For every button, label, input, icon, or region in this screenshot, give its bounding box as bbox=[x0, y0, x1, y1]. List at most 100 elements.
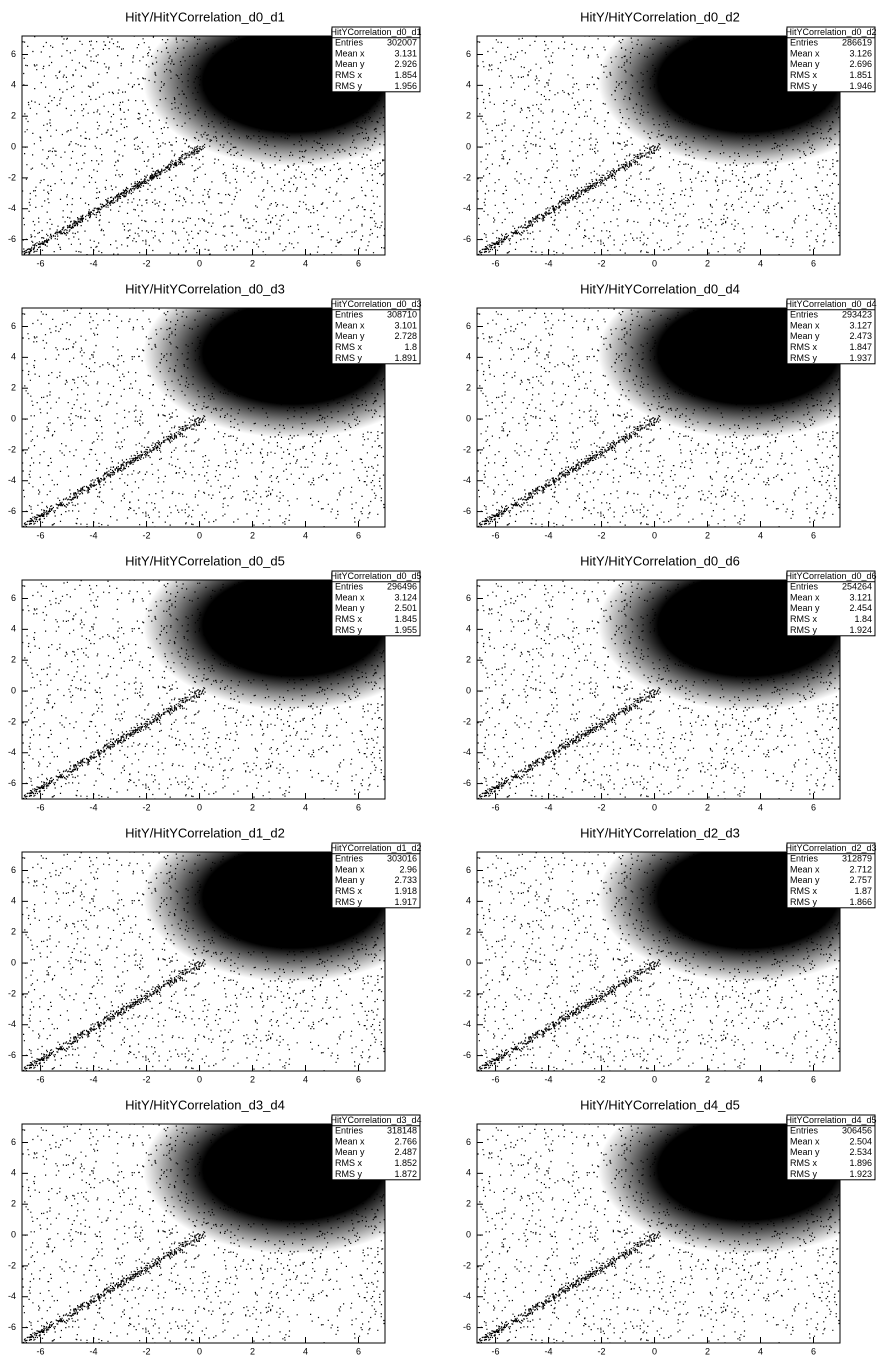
y-tick-label: 0 bbox=[466, 413, 471, 423]
x-tick-label: -6 bbox=[492, 802, 500, 812]
x-tick-label: -4 bbox=[90, 802, 98, 812]
stats-label: Entries bbox=[790, 310, 819, 320]
stats-title: HitYCorrelation_d0_d2 bbox=[785, 27, 876, 37]
x-tick-label: -2 bbox=[143, 802, 151, 812]
x-tick-label: -2 bbox=[143, 530, 151, 540]
chart-panel: HitY/HitYCorrelation_d0_d2-6-4-20246-6-4… bbox=[463, 0, 885, 268]
y-tick-label: -2 bbox=[463, 444, 471, 454]
x-tick-label: 0 bbox=[652, 802, 657, 812]
stats-value: 254264 bbox=[842, 582, 872, 592]
stats-label: RMS x bbox=[790, 886, 818, 896]
stats-value: 2.534 bbox=[849, 1147, 872, 1157]
y-tick-label: 6 bbox=[11, 593, 16, 603]
plot-area bbox=[21, 222, 597, 530]
stats-label: Mean y bbox=[335, 331, 365, 341]
x-tick-label: -6 bbox=[37, 1346, 45, 1356]
stats-label: Mean x bbox=[790, 864, 820, 874]
stats-value: 296496 bbox=[387, 582, 417, 592]
stats-label: Mean y bbox=[790, 603, 820, 613]
x-tick-label: 6 bbox=[356, 802, 361, 812]
stats-label: RMS x bbox=[790, 1158, 818, 1168]
y-tick-label: -4 bbox=[8, 203, 16, 213]
stats-label: Mean x bbox=[790, 320, 820, 330]
x-tick-label: 4 bbox=[758, 1346, 763, 1356]
y-tick-label: 2 bbox=[466, 655, 471, 665]
x-tick-label: 2 bbox=[250, 258, 255, 268]
stats-value: 1.891 bbox=[394, 353, 417, 363]
stats-value: 1.852 bbox=[394, 1158, 417, 1168]
y-tick-label: 4 bbox=[466, 896, 471, 906]
stats-title: HitYCorrelation_d0_d5 bbox=[330, 571, 421, 581]
x-tick-label: 4 bbox=[303, 1346, 308, 1356]
x-tick-label: 4 bbox=[303, 258, 308, 268]
stats-label: RMS x bbox=[790, 70, 818, 80]
y-tick-label: -6 bbox=[8, 1050, 16, 1060]
chart-panel: HitY/HitYCorrelation_d4_d5-6-4-20246-6-4… bbox=[463, 1038, 885, 1356]
y-tick-label: 2 bbox=[466, 927, 471, 937]
stats-value: 3.101 bbox=[394, 320, 417, 330]
y-tick-label: -4 bbox=[463, 475, 471, 485]
x-tick-label: 0 bbox=[197, 258, 202, 268]
y-tick-label: -4 bbox=[8, 1019, 16, 1029]
stats-title: HitYCorrelation_d0_d3 bbox=[330, 299, 421, 309]
x-tick-label: -4 bbox=[90, 1074, 98, 1084]
stats-label: RMS y bbox=[335, 1169, 363, 1179]
x-tick-label: 0 bbox=[197, 530, 202, 540]
x-tick-label: -2 bbox=[143, 1074, 151, 1084]
x-tick-label: 6 bbox=[811, 1346, 816, 1356]
stats-label: Mean x bbox=[335, 1136, 365, 1146]
x-tick-label: -4 bbox=[90, 1346, 98, 1356]
y-tick-label: 2 bbox=[11, 927, 16, 937]
y-tick-label: 4 bbox=[11, 352, 16, 362]
x-tick-label: -4 bbox=[545, 1074, 553, 1084]
stats-label: Mean y bbox=[790, 1147, 820, 1157]
stats-value: 2.728 bbox=[394, 331, 417, 341]
y-tick-label: 4 bbox=[11, 896, 16, 906]
x-tick-label: 2 bbox=[250, 530, 255, 540]
stats-title: HitYCorrelation_d3_d4 bbox=[330, 1115, 421, 1125]
stats-label: Mean y bbox=[335, 603, 365, 613]
stats-title: HitYCorrelation_d0_d6 bbox=[785, 571, 876, 581]
stats-value: 2.454 bbox=[849, 603, 872, 613]
y-tick-label: 6 bbox=[11, 49, 16, 59]
y-tick-label: 2 bbox=[11, 655, 16, 665]
stats-value: 1.937 bbox=[849, 353, 872, 363]
y-tick-label: -6 bbox=[463, 778, 471, 788]
y-tick-label: -2 bbox=[463, 172, 471, 182]
y-tick-label: 6 bbox=[466, 865, 471, 875]
stats-label: Entries bbox=[335, 1126, 364, 1136]
y-tick-label: 4 bbox=[11, 80, 16, 90]
stats-value: 303016 bbox=[387, 854, 417, 864]
stats-label: RMS x bbox=[335, 1158, 363, 1168]
stats-label: Mean y bbox=[790, 875, 820, 885]
y-tick-label: -4 bbox=[8, 475, 16, 485]
stats-label: Entries bbox=[335, 582, 364, 592]
x-tick-label: 2 bbox=[705, 530, 710, 540]
x-tick-label: -2 bbox=[598, 1346, 606, 1356]
stats-value: 1.8 bbox=[404, 342, 417, 352]
plot-area bbox=[21, 1038, 597, 1346]
chart-panel: HitY/HitYCorrelation_d0_d5-6-4-20246-6-4… bbox=[8, 494, 597, 812]
stats-value: 302007 bbox=[387, 38, 417, 48]
x-tick-label: 4 bbox=[758, 258, 763, 268]
stats-label: RMS y bbox=[335, 897, 363, 907]
stats-title: HitYCorrelation_d4_d5 bbox=[785, 1115, 876, 1125]
stats-value: 3.121 bbox=[849, 592, 872, 602]
x-tick-label: 2 bbox=[705, 1346, 710, 1356]
y-tick-label: 2 bbox=[466, 111, 471, 121]
x-tick-label: -6 bbox=[492, 258, 500, 268]
chart-title: HitY/HitYCorrelation_d4_d5 bbox=[580, 1097, 740, 1112]
stats-value: 1.946 bbox=[849, 81, 872, 91]
x-tick-label: -6 bbox=[37, 1074, 45, 1084]
y-tick-label: -6 bbox=[8, 1322, 16, 1332]
y-tick-label: -2 bbox=[8, 1260, 16, 1270]
stats-title: HitYCorrelation_d0_d4 bbox=[785, 299, 876, 309]
stats-label: Mean x bbox=[335, 864, 365, 874]
stats-value: 306456 bbox=[842, 1126, 872, 1136]
stats-value: 1.872 bbox=[394, 1169, 417, 1179]
stats-value: 2.733 bbox=[394, 875, 417, 885]
y-tick-label: 6 bbox=[466, 49, 471, 59]
x-tick-label: 2 bbox=[250, 1074, 255, 1084]
stats-label: Entries bbox=[790, 582, 819, 592]
stats-value: 1.896 bbox=[849, 1158, 872, 1168]
